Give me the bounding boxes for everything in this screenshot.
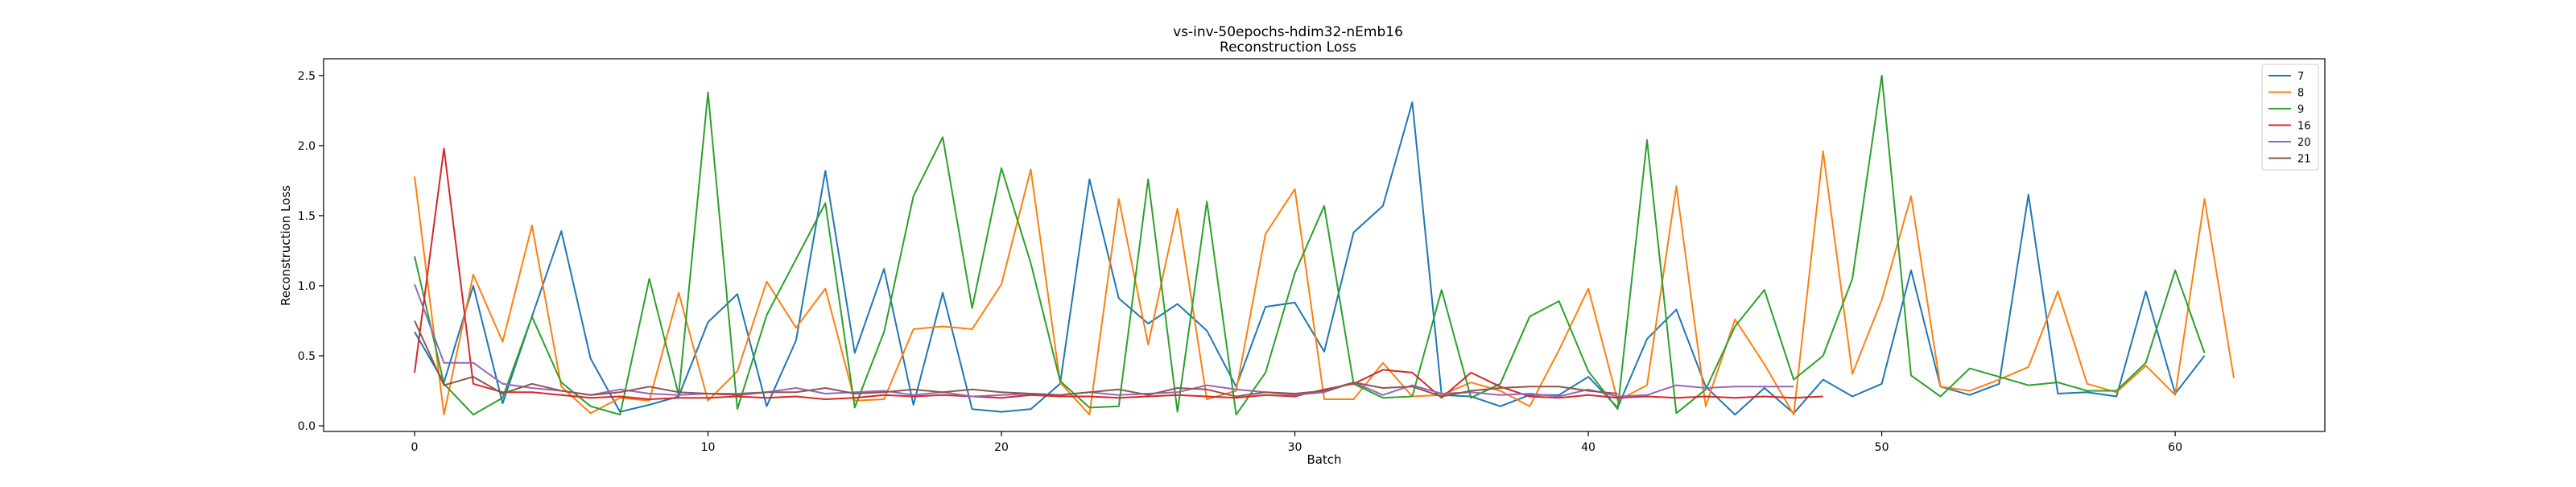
x-tick-label: 60 [2168, 441, 2182, 454]
legend: 7 8 9 16 20 21 [2261, 64, 2319, 171]
y-tick-label: 0.5 [298, 350, 316, 363]
x-tick-label: 10 [701, 441, 716, 454]
axis-ticks: 0 10 20 30 40 50 60 0.0 0.5 1.0 1.5 2.0 2.5 [298, 70, 2182, 454]
series-lines [414, 74, 2235, 416]
x-tick-label: 0 [411, 441, 419, 454]
legend-box [2261, 64, 2319, 171]
x-tick-label: 20 [994, 441, 1009, 454]
chart-subtitle: Reconstruction Loss [1220, 39, 1356, 56]
x-axis-label: Batch [1307, 452, 1341, 467]
legend-label-7: 7 [2297, 71, 2304, 83]
y-tick-label: 1.5 [298, 210, 316, 223]
legend-label-16: 16 [2297, 121, 2311, 133]
y-axis-label: Reconstruction Loss [279, 185, 293, 306]
x-tick-label: 40 [1581, 441, 1596, 454]
series-line-9 [414, 74, 2206, 416]
legend-label-8: 8 [2297, 88, 2304, 100]
legend-label-9: 9 [2297, 104, 2304, 116]
x-tick-label: 30 [1288, 441, 1302, 454]
y-tick-label: 1.0 [298, 280, 316, 293]
series-line-7 [414, 101, 2206, 416]
series-line-21 [414, 320, 1618, 398]
chart-title: vs-inv-50epochs-hdim32-nEmb16 [1173, 24, 1403, 40]
y-tick-label: 0.0 [298, 420, 316, 433]
series-line-8 [414, 150, 2235, 416]
series-line-20 [414, 283, 1794, 398]
series-line-16 [414, 147, 1823, 400]
legend-label-21: 21 [2297, 154, 2311, 166]
x-tick-label: 50 [1875, 441, 1889, 454]
plot-frame [323, 58, 2326, 432]
y-tick-label: 2.0 [298, 140, 316, 153]
y-tick-label: 2.5 [298, 70, 316, 83]
legend-label-20: 20 [2297, 137, 2311, 149]
